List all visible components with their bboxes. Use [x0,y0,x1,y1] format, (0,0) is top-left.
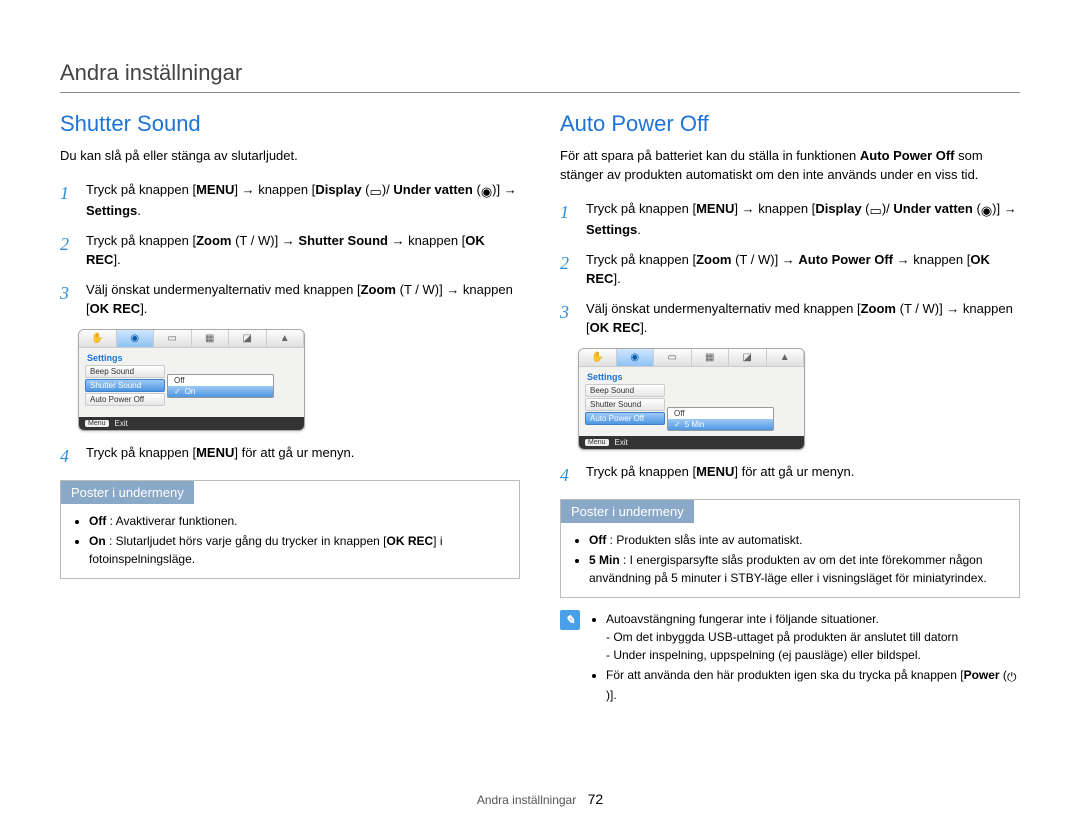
lcd-option-selected: ✓5 Min [668,419,773,430]
step-number: 1 [560,199,576,240]
steps-list: 1 Tryck på knappen [MENU] → knappen [Dis… [60,180,520,319]
step-4: 4 Tryck på knappen [MENU] för att gå ur … [560,462,1020,489]
step-3: 3 Välj önskat undermenyalternativ med kn… [60,280,520,319]
step-number: 4 [60,443,76,470]
step-body: Tryck på knappen [MENU] → knappen [Displ… [86,180,520,221]
note-block: ✎ Autoavstängning fungerar inte i följan… [560,610,1020,706]
page-number: 72 [588,791,604,807]
note-body: Autoavstängning fungerar inte i följande… [590,610,1020,706]
lcd-popup: Off ✓5 Min [667,407,774,431]
manual-page: Andra inställningar Shutter Sound Du kan… [0,0,1080,825]
submenu-item: Off : Produkten slås inte av automatiskt… [589,531,1007,549]
step-body: Tryck på knappen [Zoom (T / W)] → Auto P… [586,250,1020,289]
lcd-tab-icon: ▦ [192,330,230,347]
lcd-tab-icon: ◪ [729,349,767,366]
lcd-tab-icon: ✋ [79,330,117,347]
lcd-tab-icon: ▭ [154,330,192,347]
step-4: 4 Tryck på knappen [MENU] för att gå ur … [60,443,520,470]
menu-badge: Menu [585,439,609,446]
lcd-option: Off [168,375,273,386]
check-icon: ✓ [174,387,181,396]
submenu-box: Poster i undermeny Off : Avaktiverar fun… [60,480,520,579]
section-title-shutter: Shutter Sound [60,111,520,137]
lcd-tab-icon: ▲ [767,349,805,366]
submenu-item: 5 Min : I energisparsyfte slås produkten… [589,551,1007,587]
underwater-icon: ◉ [981,201,992,221]
lcd-menu-row-selected: Auto Power Off Off ✓5 Min [585,412,798,426]
lcd-tab-icon: ◉ [117,330,155,347]
right-column: Auto Power Off För att spara på batterie… [560,111,1020,706]
page-footer: Andra inställningar 72 [0,791,1080,807]
step-number: 3 [60,280,76,319]
step-body: Tryck på knappen [MENU] för att gå ur me… [586,462,1020,489]
lcd-tab-icon: ▲ [267,330,305,347]
lcd-menu-row-selected: Shutter Sound Off ✓On [85,379,298,393]
intro-text: Du kan slå på eller stänga av slutarljud… [60,147,520,166]
box-heading: Poster i undermeny [561,500,694,523]
step-number: 3 [560,299,576,338]
lcd-tab-icon: ◉ [617,349,655,366]
lcd-body: Settings Beep Sound Shutter Sound Auto P… [579,367,804,436]
step-2: 2 Tryck på knappen [Zoom (T / W)] → Auto… [560,250,1020,289]
check-icon: ✓ [674,420,681,429]
intro-text: För att spara på batteriet kan du ställa… [560,147,1020,185]
left-column: Shutter Sound Du kan slå på eller stänga… [60,111,520,706]
step-body: Tryck på knappen [MENU] → knappen [Displ… [586,199,1020,240]
step-number: 2 [60,231,76,270]
step-2: 2 Tryck på knappen [Zoom (T / W)] → Shut… [60,231,520,270]
menu-badge: Menu [85,420,109,427]
box-body: Off : Avaktiverar funktionen. On : Sluta… [61,504,519,578]
lcd-heading: Settings [87,353,298,363]
lcd-tab-icon: ◪ [229,330,267,347]
note-item: För att använda den här produkten igen s… [606,666,1020,704]
step-number: 4 [560,462,576,489]
display-icon: ▭ [370,182,382,202]
lcd-option-selected: ✓On [168,386,273,397]
submenu-item: On : Slutarljudet hörs varje gång du try… [89,532,507,568]
lcd-menu-row: Beep Sound [585,384,798,398]
box-heading: Poster i undermeny [61,481,194,504]
two-column-layout: Shutter Sound Du kan slå på eller stänga… [60,111,1020,706]
step-body: Välj önskat undermenyalternativ med knap… [86,280,520,319]
lcd-tab-icon: ✋ [579,349,617,366]
power-icon: ⏻ [1007,668,1017,686]
lcd-footer: MenuExit [79,417,304,430]
box-body: Off : Produkten slås inte av automatiskt… [561,523,1019,597]
step-1: 1 Tryck på knappen [MENU] → knappen [Dis… [560,199,1020,240]
lcd-body: Settings Beep Sound Shutter Sound Off ✓O… [79,348,304,417]
step-1: 1 Tryck på knappen [MENU] → knappen [Dis… [60,180,520,221]
lcd-screenshot-shutter: ✋ ◉ ▭ ▦ ◪ ▲ Settings Beep Sound Shutter … [78,329,305,431]
lcd-heading: Settings [587,372,798,382]
submenu-item: Off : Avaktiverar funktionen. [89,512,507,530]
lcd-tab-icon: ▭ [654,349,692,366]
submenu-box: Poster i undermeny Off : Produkten slås … [560,499,1020,598]
step-body: Välj önskat undermenyalternativ med knap… [586,299,1020,338]
display-icon: ▭ [870,201,882,221]
lcd-footer: MenuExit [579,436,804,449]
page-title: Andra inställningar [60,60,1020,93]
lcd-option: Off [668,408,773,419]
lcd-popup: Off ✓On [167,374,274,398]
step-number: 1 [60,180,76,221]
steps-list: 1 Tryck på knappen [MENU] → knappen [Dis… [560,199,1020,338]
lcd-screenshot-autopower: ✋ ◉ ▭ ▦ ◪ ▲ Settings Beep Sound Shutter … [578,348,805,450]
step-3: 3 Välj önskat undermenyalternativ med kn… [560,299,1020,338]
lcd-tabs: ✋ ◉ ▭ ▦ ◪ ▲ [579,349,804,367]
note-item: Autoavstängning fungerar inte i följande… [606,610,1020,664]
underwater-icon: ◉ [481,182,492,202]
step-body: Tryck på knappen [Zoom (T / W)] → Shutte… [86,231,520,270]
step-body: Tryck på knappen [MENU] för att gå ur me… [86,443,520,470]
note-icon: ✎ [560,610,580,630]
lcd-tabs: ✋ ◉ ▭ ▦ ◪ ▲ [79,330,304,348]
lcd-tab-icon: ▦ [692,349,730,366]
step-number: 2 [560,250,576,289]
footer-label: Andra inställningar [477,793,576,807]
section-title-autopower: Auto Power Off [560,111,1020,137]
